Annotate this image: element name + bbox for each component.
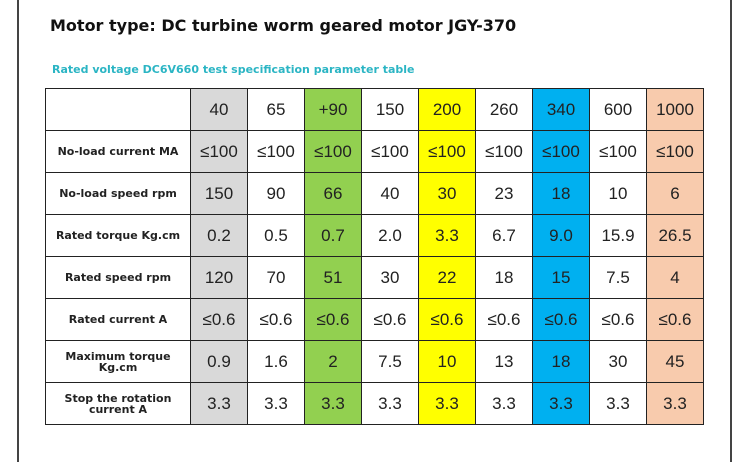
table-cell: 18 (532, 340, 590, 383)
table-cell: 1.6 (247, 340, 305, 383)
table-cell: 7.5 (361, 340, 419, 383)
title: Motor type: DC turbine worm geared motor… (50, 16, 517, 35)
table-cell: 15.9 (589, 214, 647, 257)
table-cell: ≤100 (361, 130, 419, 173)
table-cell: ≤0.6 (646, 298, 704, 341)
table-cell: 3.3 (190, 382, 248, 425)
table-cell: ≤100 (190, 130, 248, 173)
table-cell: 7.5 (589, 256, 647, 299)
table-cell: 6.7 (475, 214, 533, 257)
row-label: Maximum torque Kg.cm (45, 340, 191, 383)
table-cell: ≤100 (532, 130, 590, 173)
row-label: No-load speed rpm (45, 172, 191, 215)
row-label: No-load current MA (45, 130, 191, 173)
frame (17, 0, 732, 462)
column-header: 150 (361, 88, 419, 131)
column-header: 40 (190, 88, 248, 131)
table-cell: 3.3 (646, 382, 704, 425)
table-cell: 3.3 (532, 382, 590, 425)
table-cell: 0.7 (304, 214, 362, 257)
column-header: 1000 (646, 88, 704, 131)
table-cell: 150 (190, 172, 248, 215)
table-cell: 2 (304, 340, 362, 383)
column-header: 600 (589, 88, 647, 131)
table-cell: 3.3 (418, 382, 476, 425)
table-cell: 23 (475, 172, 533, 215)
table-cell: ≤0.6 (190, 298, 248, 341)
table-row: Maximum torque Kg.cm 0.9 1.6 2 7.5 10 13 18 30 45 (45, 340, 704, 383)
table-cell: ≤100 (247, 130, 305, 173)
table-cell: 3.3 (475, 382, 533, 425)
table-cell: 30 (589, 340, 647, 383)
table-cell: 15 (532, 256, 590, 299)
table-cell: ≤0.6 (589, 298, 647, 341)
table-cell: ≤100 (304, 130, 362, 173)
column-header: 260 (475, 88, 533, 131)
table-cell: 13 (475, 340, 533, 383)
table-cell: 120 (190, 256, 248, 299)
table-cell: 40 (361, 172, 419, 215)
table-cell: 18 (475, 256, 533, 299)
table-cell: 51 (304, 256, 362, 299)
table-cell: 18 (532, 172, 590, 215)
table-cell: 9.0 (532, 214, 590, 257)
column-header: +90 (304, 88, 362, 131)
table-row: Rated current A ≤0.6 ≤0.6 ≤0.6 ≤0.6 ≤0.6 ≤0.6 ≤… (45, 298, 704, 341)
table-cell: 0.9 (190, 340, 248, 383)
table-cell: 22 (418, 256, 476, 299)
table-cell: 26.5 (646, 214, 704, 257)
table-cell: ≤0.6 (475, 298, 533, 341)
corner-cell (45, 88, 191, 131)
table-row: 40 65 +90 150 200 260 340 600 1000 (45, 88, 704, 131)
column-header: 65 (247, 88, 305, 131)
table-cell: 90 (247, 172, 305, 215)
table-cell: 70 (247, 256, 305, 299)
table-cell: ≤0.6 (532, 298, 590, 341)
table-cell: 10 (589, 172, 647, 215)
row-label: Rated speed rpm (45, 256, 191, 299)
table-cell: ≤0.6 (304, 298, 362, 341)
table-cell: 3.3 (589, 382, 647, 425)
column-header: 200 (418, 88, 476, 131)
table-cell: 45 (646, 340, 704, 383)
table-cell: 4 (646, 256, 704, 299)
table-cell: ≤100 (418, 130, 476, 173)
row-label: Rated current A (45, 298, 191, 341)
table-cell: ≤100 (475, 130, 533, 173)
table-cell: 3.3 (418, 214, 476, 257)
table-row: No-load current MA ≤100 ≤100 ≤100 ≤100 ≤100 ≤1… (45, 130, 704, 173)
table-cell: 66 (304, 172, 362, 215)
table-row: No-load speed rpm 150 90 66 40 30 23 18 10 6 (45, 172, 704, 215)
table-cell: ≤0.6 (361, 298, 419, 341)
table-cell: 3.3 (304, 382, 362, 425)
table-cell: ≤100 (646, 130, 704, 173)
table-cell: 6 (646, 172, 704, 215)
table-cell: ≤0.6 (418, 298, 476, 341)
table-row: Rated torque Kg.cm 0.2 0.5 0.7 2.0 3.3 6.7 9.0 1… (45, 214, 704, 257)
row-label: Stop the rotation current A (45, 382, 191, 425)
table-cell: 0.5 (247, 214, 305, 257)
table-cell: 30 (418, 172, 476, 215)
table-cell: 3.3 (247, 382, 305, 425)
table-cell: 3.3 (361, 382, 419, 425)
table-cell: ≤0.6 (247, 298, 305, 341)
table-cell: 30 (361, 256, 419, 299)
spec-table: 40 65 +90 150 200 260 340 600 1000 No-load curren… (45, 88, 704, 425)
table-cell: 2.0 (361, 214, 419, 257)
table-cell: 10 (418, 340, 476, 383)
row-label: Rated torque Kg.cm (45, 214, 191, 257)
table-row: Stop the rotation current A 3.3 3.3 3.3 3.3 3… (45, 382, 704, 425)
table-cell: 0.2 (190, 214, 248, 257)
column-header: 340 (532, 88, 590, 131)
table-row: Rated speed rpm 120 70 51 30 22 18 15 7.5 4 (45, 256, 704, 299)
subtitle: Rated voltage DC6V660 test specification… (52, 63, 415, 76)
table-cell: ≤100 (589, 130, 647, 173)
